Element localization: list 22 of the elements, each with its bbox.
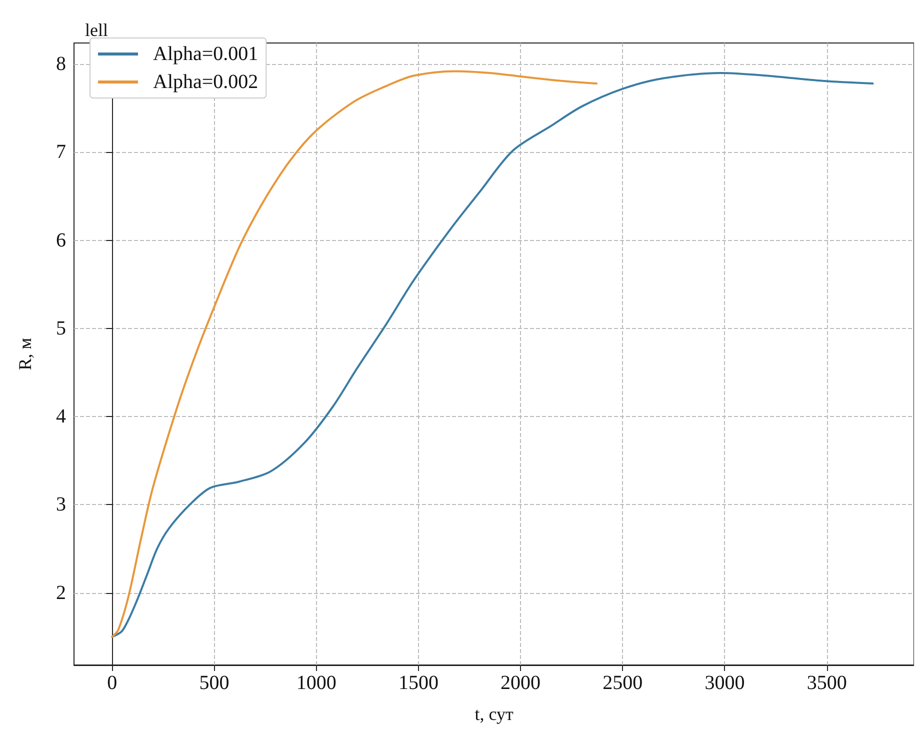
y-tick-label: 6 [56, 229, 66, 252]
y-tick-label: 4 [56, 406, 66, 428]
x-tick-label: 1500 [398, 672, 438, 694]
y-tick-label: 2 [56, 582, 66, 604]
y-tick-label: 7 [56, 141, 66, 164]
y-tick-label: 8 [56, 53, 66, 76]
legend-label: Alpha=0.001 [153, 43, 258, 65]
line-series [111, 70, 598, 638]
chart-title: lell [85, 20, 108, 40]
x-tick-label: 0 [107, 672, 118, 694]
legend-label: Alpha=0.002 [153, 71, 258, 93]
x-tick-label: 1000 [296, 672, 336, 694]
x-tick-label: 3000 [704, 672, 745, 694]
x-tick-label: 2500 [602, 672, 643, 694]
x-tick-label: 500 [199, 672, 230, 694]
x-tick-label: 3500 [806, 672, 847, 694]
y-tick-label: 3 [56, 494, 66, 516]
y-axis-title: R, м [15, 338, 35, 370]
y-tick-label: 5 [56, 317, 66, 340]
x-axis-title: t, сут [474, 704, 514, 724]
x-tick-label: 2000 [500, 672, 541, 694]
line-series [111, 72, 874, 638]
